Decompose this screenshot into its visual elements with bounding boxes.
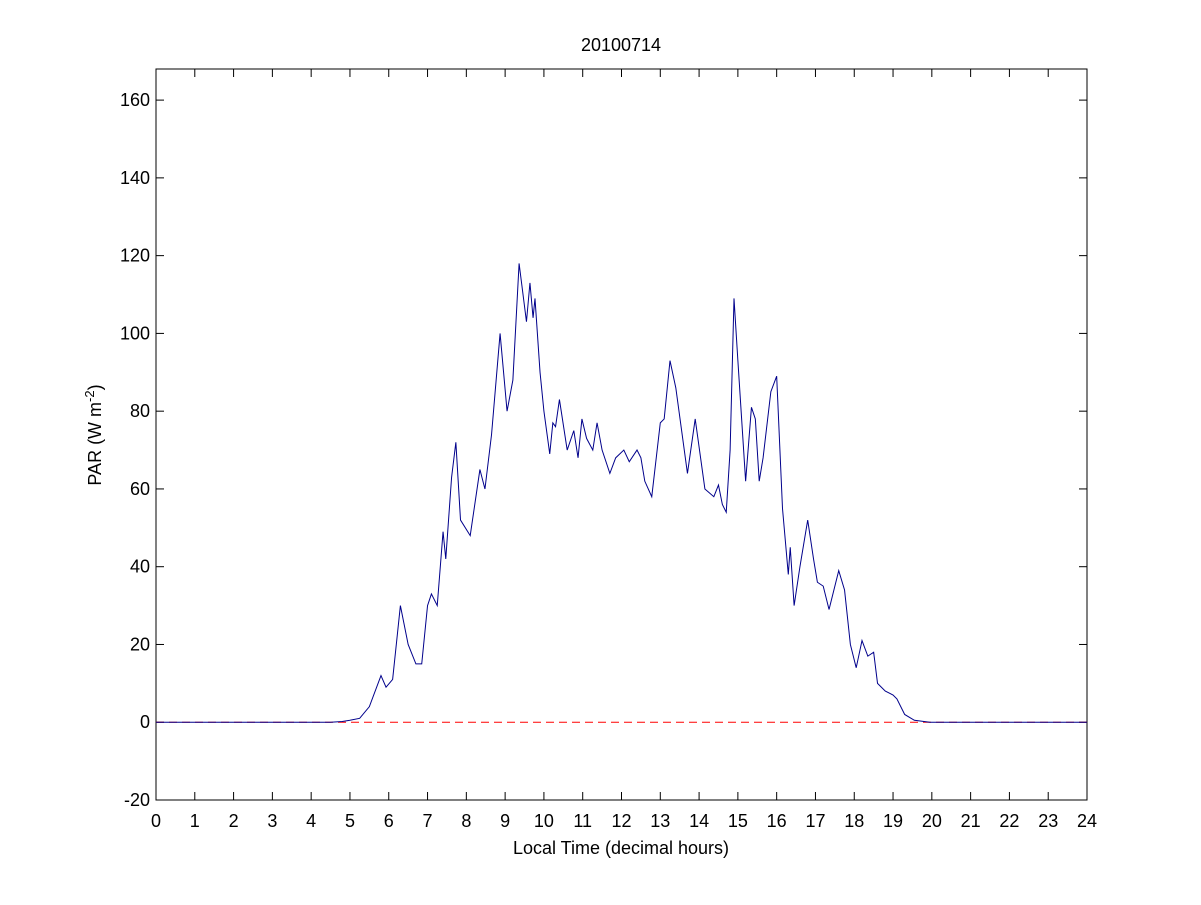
x-tick-label: 22 [999, 811, 1019, 831]
x-tick-label: 24 [1077, 811, 1097, 831]
y-tick-label: -20 [124, 790, 150, 810]
y-tick-label: 20 [130, 634, 150, 654]
x-tick-label: 8 [461, 811, 471, 831]
x-tick-label: 3 [267, 811, 277, 831]
x-tick-label: 15 [728, 811, 748, 831]
x-tick-label: 10 [534, 811, 554, 831]
y-tick-label: 0 [140, 712, 150, 732]
y-tick-label: 160 [120, 90, 150, 110]
x-tick-label: 17 [805, 811, 825, 831]
plot-area [155, 68, 1088, 801]
x-tick-label: 7 [423, 811, 433, 831]
y-axis-label: PAR (W m-2) [82, 384, 105, 485]
y-tick-label: 80 [130, 401, 150, 421]
x-tick-label: 19 [883, 811, 903, 831]
x-tick-label: 16 [767, 811, 787, 831]
x-tick-label: 2 [229, 811, 239, 831]
y-label-text: PAR (W m [85, 402, 105, 486]
x-tick-label: 6 [384, 811, 394, 831]
y-label-end: ) [85, 384, 105, 390]
y-tick-label: 120 [120, 246, 150, 266]
x-tick-label: 21 [961, 811, 981, 831]
x-tick-label: 23 [1038, 811, 1058, 831]
x-tick-label: 13 [650, 811, 670, 831]
x-axis-label: Local Time (decimal hours) [513, 838, 729, 858]
x-tick-label: 1 [190, 811, 200, 831]
y-tick-label: 140 [120, 168, 150, 188]
x-tick-label: 20 [922, 811, 942, 831]
x-tick-label: 0 [151, 811, 161, 831]
y-tick-label: 60 [130, 479, 150, 499]
x-tick-label: 11 [573, 811, 592, 831]
y-tick-label: 100 [120, 323, 150, 343]
x-tick-label: 12 [611, 811, 631, 831]
y-tick-label: 40 [130, 557, 150, 577]
y-label-sup: -2 [82, 390, 97, 402]
x-tick-label: 5 [345, 811, 355, 831]
x-tick-label: 4 [306, 811, 316, 831]
data-line [156, 263, 1087, 723]
x-tick-label: 18 [844, 811, 864, 831]
x-tick-label: 14 [689, 811, 709, 831]
chart-title: 20100714 [581, 35, 661, 55]
x-tick-label: 9 [500, 811, 510, 831]
